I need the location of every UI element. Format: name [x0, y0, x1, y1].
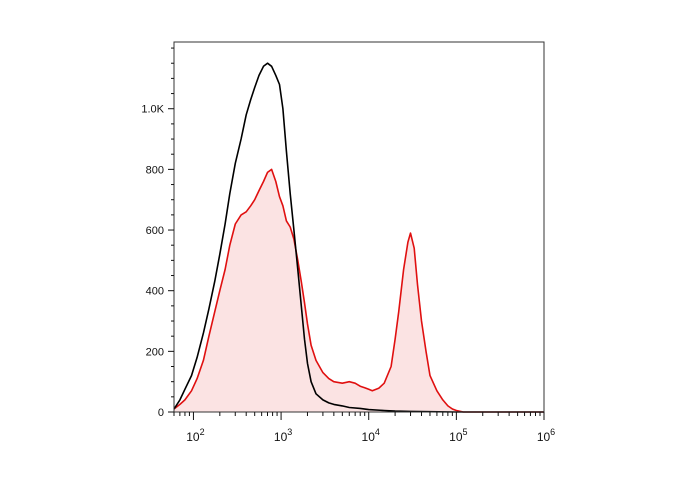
y-tick-label-0: 0 [158, 407, 164, 419]
y-axis: 0 200 400 600 800 1.0K [141, 47, 174, 419]
x-tick-label-1: 103 [274, 427, 292, 444]
x-tick-label-2: 104 [362, 427, 380, 444]
series-0-line [173, 62, 544, 413]
y-tick-label-3: 600 [146, 225, 164, 237]
y-tick-label-5: 1.0K [141, 104, 164, 116]
plot-frame [173, 41, 545, 413]
series-1-line [173, 168, 544, 413]
x-axis: 102 103 104 105 106 [173, 412, 555, 444]
y-tick-label-4: 800 [146, 164, 164, 176]
x-tick-label-0: 102 [186, 427, 204, 444]
series-layer [173, 62, 544, 413]
y-tick-label-1: 200 [146, 346, 164, 358]
series-1-area [174, 169, 544, 412]
x-tick-label-4: 106 [537, 427, 555, 444]
x-tick-label-3: 105 [449, 427, 467, 444]
y-tick-label-2: 400 [146, 286, 164, 298]
